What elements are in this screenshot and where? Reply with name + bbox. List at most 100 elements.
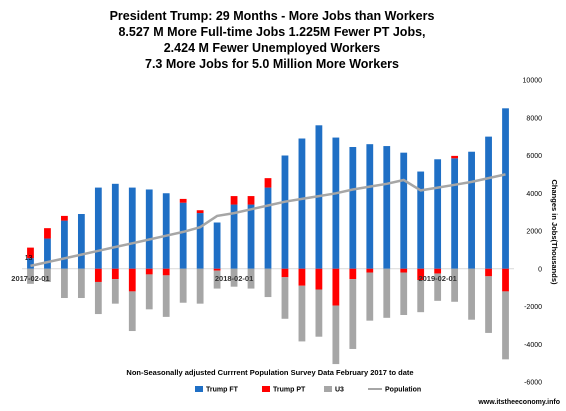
bar-u3-27 [485, 276, 492, 333]
bar-u3-3 [77, 268, 85, 299]
bar-u3-20 [366, 272, 374, 321]
bar-trump-pt-14 [264, 178, 272, 188]
bar-u3-8 [162, 275, 170, 317]
bar-trump-ft-8 [162, 193, 170, 269]
bar-series [27, 108, 509, 365]
bar-u3-10 [196, 268, 204, 304]
bar-u3-23 [417, 280, 425, 313]
bar-trump-ft-28 [502, 108, 509, 269]
bar-u3-12 [230, 268, 238, 287]
bar-u3-13 [247, 268, 255, 289]
bar-trump-ft-15 [281, 155, 289, 269]
bar-trump-ft-12 [230, 204, 238, 269]
bar-trump-pt-23 [417, 268, 425, 281]
bar-u3-1 [44, 268, 51, 282]
bar-trump-ft-10 [196, 213, 204, 269]
bar-trump-ft-20 [366, 144, 374, 269]
data-note: Non-Seasonally adjusted Currrent Populat… [126, 368, 413, 377]
bar-trump-ft-3 [77, 214, 85, 269]
bar-trump-ft-21 [383, 146, 391, 269]
legend-label-trump-ft: Trump FT [206, 387, 239, 394]
bar-trump-pt-2 [61, 215, 68, 221]
bar-trump-pt-7 [145, 268, 153, 275]
bar-u3-28 [502, 291, 509, 360]
y-axis: -6000 -4000 -2000 0 2000 4000 6000 8000 10000 [523, 78, 543, 387]
bar-trump-ft-4 [94, 187, 102, 269]
x-axis: 2017-02-01 2018-02-01 2019-02-01 [11, 274, 457, 283]
bar-u3-16 [298, 285, 306, 342]
bar-trump-pt-9 [179, 198, 187, 203]
legend-swatch-trump-pt [262, 386, 270, 392]
bar-trump-pt-8 [162, 268, 170, 276]
bar-trump-ft-16 [298, 138, 306, 269]
bar-trump-pt-0 [27, 247, 34, 259]
bar-trump-pt-20 [366, 268, 374, 273]
bar-u3-15 [281, 277, 289, 319]
bar-trump-ft-22 [400, 152, 408, 269]
bar-u3-4 [94, 281, 102, 315]
bar-trump-ft-11 [213, 222, 221, 269]
bar-u3-18 [332, 305, 340, 365]
bar-trump-ft-14 [264, 187, 272, 269]
bar-trump-ft-24 [434, 159, 442, 269]
bar-trump-pt-10 [196, 210, 204, 214]
bar-trump-ft-23 [417, 171, 425, 269]
bar-u3-26 [468, 268, 475, 320]
title-line-2: 8.527 M More Full-time Jobs 1.225M Fewer… [118, 25, 425, 39]
bar-trump-ft-6 [128, 187, 136, 269]
y-tick-label: 8000 [526, 115, 542, 122]
population-line: 13 [25, 173, 506, 268]
bar-u3-14 [264, 268, 272, 298]
bar-trump-pt-22 [400, 268, 408, 273]
bar-u3-0 [27, 268, 34, 284]
y-tick-label: 6000 [526, 153, 542, 160]
bar-trump-ft-0 [27, 258, 34, 269]
bar-trump-ft-25 [451, 158, 459, 269]
bar-trump-ft-5 [111, 183, 119, 269]
y-tick-label: 2000 [526, 229, 542, 236]
bar-trump-ft-7 [145, 189, 153, 269]
legend-label-population: Population [385, 387, 421, 394]
legend-swatch-trump-ft [195, 386, 203, 392]
bar-trump-pt-13 [247, 196, 255, 205]
bar-trump-pt-6 [128, 268, 136, 292]
bar-trump-ft-27 [485, 136, 492, 269]
bar-u3-17 [315, 289, 323, 337]
bar-u3-24 [434, 273, 442, 301]
bar-trump-ft-13 [247, 204, 255, 269]
y-tick-label: 4000 [526, 191, 542, 198]
population-series-line [30, 173, 506, 268]
y-tick-label: -6000 [524, 380, 542, 387]
bar-u3-25 [451, 268, 459, 302]
bar-trump-pt-15 [281, 268, 289, 278]
bar-u3-19 [349, 279, 357, 349]
chart-title: President Trump: 29 Months - More Jobs t… [110, 9, 435, 71]
bar-trump-pt-18 [332, 268, 340, 306]
bar-u3-5 [111, 279, 119, 304]
bar-u3-9 [179, 268, 187, 303]
bar-u3-21 [383, 268, 391, 318]
bar-trump-ft-1 [44, 238, 51, 269]
bar-trump-pt-17 [315, 268, 323, 290]
x-tick-label: 2019-02-01 [418, 274, 456, 283]
y-tick-label: -4000 [524, 342, 542, 349]
legend-label-u3: U3 [335, 387, 344, 394]
x-tick-label: 2018-02-01 [215, 274, 253, 283]
y-tick-label: -2000 [524, 304, 542, 311]
bar-trump-ft-2 [61, 220, 68, 269]
legend-label-trump-pt: Trump PT [273, 387, 306, 394]
y-tick-label: 0 [538, 266, 542, 273]
title-line-4: 7.3 More Jobs for 5.0 Million More Worke… [145, 57, 399, 71]
bar-trump-pt-1 [44, 228, 51, 239]
x-tick-label: 2017-02-01 [11, 274, 49, 283]
bar-u3-22 [400, 272, 408, 315]
bar-u3-2 [61, 268, 68, 299]
bar-trump-pt-25 [451, 155, 459, 159]
title-line-1: President Trump: 29 Months - More Jobs t… [110, 9, 435, 23]
source-credit: www.itstheeconomy.info [477, 399, 560, 406]
bar-trump-ft-9 [179, 202, 187, 269]
bar-trump-pt-16 [298, 268, 306, 286]
bar-trump-pt-11 [213, 268, 221, 271]
bar-u3-7 [145, 274, 153, 310]
bar-trump-ft-19 [349, 147, 357, 269]
